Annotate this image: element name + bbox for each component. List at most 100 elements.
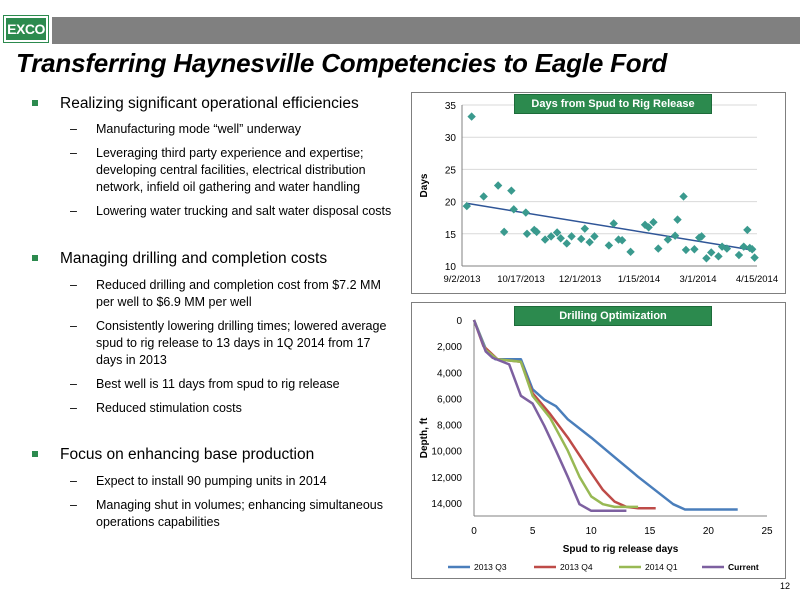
sub-bullet: – Manufacturing mode “well” underway	[70, 122, 301, 136]
y-tick-label: 35	[445, 101, 457, 112]
data-point	[546, 232, 556, 241]
dash-icon: –	[70, 474, 77, 488]
data-point	[681, 245, 691, 255]
bullet-square-icon	[32, 255, 38, 261]
data-point	[670, 231, 680, 240]
y-tick-label: 4,000	[437, 368, 462, 379]
data-point	[590, 232, 599, 241]
sub-bullet: – Reduced drilling and completion cost fr…	[70, 278, 381, 309]
dash-icon: –	[70, 377, 77, 391]
x-tick-label: 10	[586, 526, 598, 537]
data-point	[702, 254, 711, 263]
data-point	[562, 239, 571, 248]
dash-icon: –	[70, 401, 77, 415]
y-axis-label: Days	[419, 173, 430, 197]
y-tick-label: 20	[445, 198, 457, 209]
bullet-square-icon	[32, 100, 38, 106]
data-point	[663, 235, 673, 244]
dash-icon: –	[70, 278, 77, 292]
x-tick-label: 9/2/2013	[444, 274, 481, 285]
chart-title: Days from Spud to Rig Release	[514, 94, 712, 114]
bullet-2: Managing drilling and completion costs	[28, 249, 400, 268]
data-point	[585, 237, 594, 247]
spud-days-scatter-chart: 10 15 20 25 30 35 9/2/2013 10/17/2013 12/1/2013 1…	[419, 101, 778, 285]
y-tick-label: 30	[445, 133, 457, 144]
data-point	[722, 244, 732, 253]
bullet-1: Realizing significant operational effici…	[28, 94, 400, 113]
dash-icon: –	[70, 122, 77, 136]
x-tick-label: 25	[761, 526, 773, 537]
x-tick-label: 1/15/2014	[618, 274, 660, 285]
dash-icon: –	[70, 204, 77, 218]
slide-title: Transferring Haynesville Competencies to…	[16, 48, 668, 78]
data-point	[493, 181, 503, 190]
x-tick-label: 3/1/2014	[680, 274, 717, 285]
data-point	[707, 248, 716, 257]
bullet-3: Focus on enhancing base production	[28, 445, 400, 464]
data-point	[507, 186, 516, 195]
page-number: 12	[779, 581, 790, 591]
legend-label: 2013 Q3	[474, 562, 507, 572]
series-line-current	[472, 319, 627, 513]
legend-label: 2014 Q1	[645, 562, 678, 572]
data-point	[649, 218, 658, 227]
data-point	[734, 250, 744, 260]
sub-bullet: – Expect to install 90 pumping units in 2…	[70, 474, 327, 488]
x-axis-label: Spud to rig release days	[563, 544, 679, 555]
sub-bullet: – Leveraging third party experience and e…	[70, 146, 366, 194]
legend-label: 2013 Q4	[560, 562, 593, 572]
y-tick-label: 2,000	[437, 342, 462, 353]
data-point	[743, 225, 752, 235]
y-tick-label: 25	[445, 165, 457, 176]
data-point	[640, 220, 650, 229]
y-tick-label: 10,000	[431, 447, 462, 458]
y-tick-label: 14,000	[431, 499, 462, 510]
data-point	[521, 208, 531, 217]
dash-icon: –	[70, 498, 77, 512]
x-tick-label: 12/1/2013	[559, 274, 601, 285]
drilling-optimization-chart: 0 2,000 4,000 6,000 8,000 10,000 12,000 14,000 0…	[419, 316, 773, 572]
bullet-square-icon	[32, 451, 38, 457]
data-point	[644, 223, 653, 232]
bullet-3-text: Focus on enhancing base production	[60, 446, 315, 463]
drilling-chart-panel: 0 2,000 4,000 6,000 8,000 10,000 12,000 14,000 0…	[411, 302, 786, 579]
y-tick-label: 12,000	[431, 473, 462, 484]
data-point	[604, 241, 614, 250]
x-tick-label: 10/17/2013	[497, 274, 545, 285]
dash-icon: –	[70, 146, 77, 160]
data-point	[714, 252, 723, 261]
dash-icon: –	[70, 319, 77, 333]
data-point	[479, 192, 488, 201]
bullet-1-text: Realizing significant operational effici…	[60, 95, 359, 112]
data-point	[679, 192, 688, 201]
chart-title: Drilling Optimization	[514, 306, 712, 326]
x-tick-label: 15	[644, 526, 656, 537]
data-point	[499, 227, 509, 237]
y-tick-label: 15	[445, 230, 457, 241]
data-point	[522, 229, 532, 238]
x-tick-label: 20	[703, 526, 715, 537]
sub-bullet: – Reduced stimulation costs	[70, 401, 242, 415]
series-line-2013-q3	[472, 319, 738, 511]
x-tick-label: 4/15/2014	[736, 274, 778, 285]
spud-days-chart-panel: 10 15 20 25 30 35 9/2/2013 10/17/2013 12/1/2013 1…	[411, 92, 786, 294]
bullet-list: Realizing significant operational effici…	[28, 94, 400, 531]
x-tick-label: 0	[471, 526, 477, 537]
data-point	[750, 253, 759, 262]
legend-label: Current	[728, 562, 759, 572]
data-point	[577, 234, 586, 244]
sub-bullet: – Consistently lowering drilling times; l…	[70, 319, 387, 367]
data-point	[626, 247, 635, 257]
data-point	[580, 224, 590, 233]
y-tick-label: 8,000	[437, 421, 462, 432]
sub-bullet: – Best well is 11 days from spud to rig r…	[70, 377, 340, 391]
data-point	[673, 215, 682, 224]
bullet-2-text: Managing drilling and completion costs	[60, 250, 328, 267]
data-point	[467, 112, 476, 121]
header-bar	[52, 17, 800, 44]
x-tick-label: 5	[530, 526, 536, 537]
data-point	[690, 245, 699, 254]
y-tick-label: 0	[456, 316, 462, 327]
sub-bullet: – Managing shut in volumes; enhancing sim…	[70, 498, 383, 529]
data-point	[654, 244, 663, 253]
